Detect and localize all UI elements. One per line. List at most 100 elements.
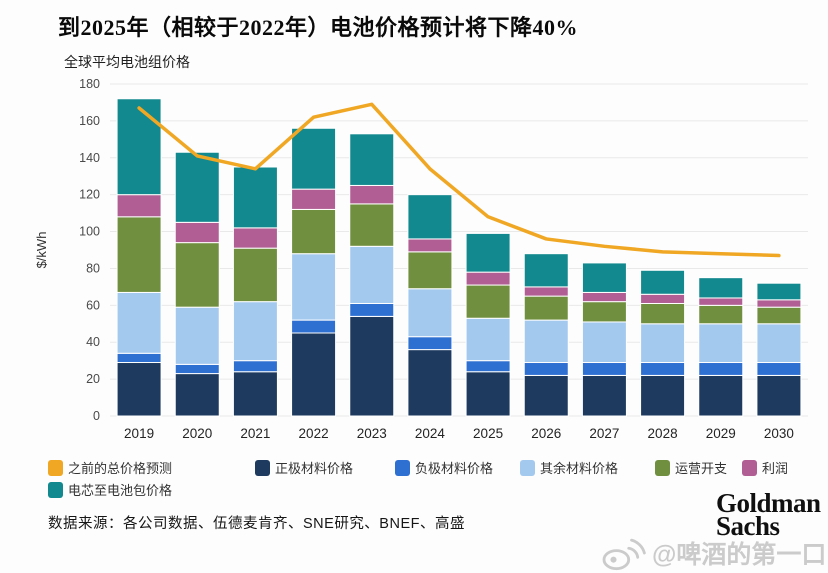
x-tick-label: 2029 — [706, 426, 736, 441]
legend-item: 利润 — [742, 458, 788, 477]
y-tick-label: 80 — [86, 261, 100, 275]
y-axis-label: $/kWh — [34, 232, 49, 269]
legend-swatch — [48, 481, 63, 498]
bar-segment — [640, 362, 686, 376]
legend-label: 之前的总价格预测 — [68, 461, 173, 476]
data-source-note: 数据来源：各公司数据、伍德麦肯齐、SNE研究、BNEF、高盛 — [48, 516, 465, 532]
bar-segment — [349, 302, 395, 317]
bar-segment — [756, 306, 802, 325]
legend-label: 其余材料价格 — [540, 461, 619, 476]
bar-segment — [698, 362, 744, 376]
bar-segment — [174, 306, 220, 365]
legend-swatch — [48, 459, 63, 476]
x-tick-label: 2030 — [764, 426, 794, 441]
bar-segment — [174, 151, 220, 223]
bar-segment — [640, 302, 686, 325]
legend-item: 正极材料价格 — [255, 458, 353, 477]
bar-segment — [523, 374, 569, 417]
x-tick-label: 2023 — [357, 426, 387, 441]
legend-swatch — [520, 459, 535, 476]
bar-segment — [349, 203, 395, 247]
x-tick-label: 2021 — [240, 426, 270, 441]
bar-segment — [349, 133, 395, 186]
bar-segment — [174, 242, 220, 308]
x-tick-label: 2026 — [531, 426, 561, 441]
legend-item: 运营开支 — [655, 458, 727, 477]
bar-segment — [756, 282, 802, 301]
bar-segment — [232, 301, 278, 362]
y-tick-label: 140 — [79, 151, 100, 165]
brand-line2: Sachs — [716, 510, 780, 541]
bar-segment — [232, 166, 278, 229]
chart-area: 0 20 40 60 80 100 120 140 160 180 $/kWh 2019 2020 202… — [30, 72, 822, 454]
y-tick-label: 180 — [79, 77, 100, 91]
bar-segment — [465, 232, 511, 273]
bar-segment — [232, 247, 278, 303]
bar-segment — [465, 284, 511, 319]
legend-label: 负极材料价格 — [415, 461, 494, 476]
bar-segment — [116, 352, 162, 364]
bar-segment — [581, 321, 627, 364]
bar-segment — [232, 360, 278, 373]
forecast-line — [137, 102, 781, 258]
bar-segment — [698, 323, 744, 364]
legend-swatch — [255, 459, 270, 476]
bar-segment — [581, 362, 627, 376]
bar-segment — [581, 374, 627, 417]
bar-segment — [407, 336, 453, 351]
bar-segment — [465, 360, 511, 373]
x-tick-label: 2020 — [182, 426, 212, 441]
x-tick-label: 2025 — [473, 426, 503, 441]
bar-segment — [116, 362, 162, 417]
x-tick-label: 2024 — [415, 426, 446, 441]
bar-segment — [407, 288, 453, 338]
bar-segment — [174, 363, 220, 375]
legend-item: 电芯至电池包价格 — [48, 480, 172, 499]
bar-segment — [407, 194, 453, 240]
watermark-text: @啤酒的第一口 — [652, 541, 827, 569]
bar-segment — [291, 332, 337, 417]
bar-segment — [640, 323, 686, 364]
x-tick-label: 2022 — [299, 426, 329, 441]
bar-segment — [407, 349, 453, 417]
bar-segment — [465, 271, 511, 286]
bar-segment — [465, 317, 511, 362]
bar-segment — [640, 293, 686, 304]
x-axis-labels: 2019 2020 2021 2022 2023 2024 2025 2026 2027 2028… — [124, 426, 794, 441]
y-tick-label: 120 — [79, 188, 100, 202]
bar-segment — [523, 319, 569, 364]
bar-segment — [174, 373, 220, 417]
bar-segment — [581, 291, 627, 303]
legend-label: 运营开支 — [675, 461, 728, 476]
chart-subtitle: 全球平均电池组价格 — [64, 54, 190, 70]
y-tick-label: 0 — [93, 409, 100, 423]
bar-segment — [640, 374, 686, 417]
bar-segment — [407, 251, 453, 290]
legend-swatch — [655, 459, 670, 476]
bar-segment — [698, 277, 744, 299]
goldman-sachs-logo: Goldman Sachs — [716, 488, 821, 541]
bar-segment — [756, 374, 802, 417]
y-tick-label: 160 — [79, 114, 100, 128]
page-title: 到2025年（相较于2022年）电池价格预计将下降40% — [58, 15, 579, 40]
bar-segment — [291, 208, 337, 255]
bar-segment — [232, 227, 278, 249]
bar-segment — [407, 238, 453, 253]
bars-group — [116, 98, 802, 417]
gridlines — [110, 83, 808, 417]
legend-label: 利润 — [762, 461, 789, 476]
x-tick-label: 2019 — [124, 426, 154, 441]
brand-line1: Goldman — [716, 488, 821, 518]
bar-segment — [581, 262, 627, 293]
weibo-watermark: @啤酒的第一口 — [600, 534, 826, 572]
x-tick-label: 2027 — [589, 426, 619, 441]
bar-segment — [698, 304, 744, 325]
chart-svg: 0 20 40 60 80 100 120 140 160 180 $/kWh 2019 2020 202… — [34, 77, 808, 441]
bar-segment — [291, 188, 337, 210]
legend-label: 电芯至电池包价格 — [68, 483, 173, 498]
bar-segment — [349, 245, 395, 304]
bar-segment — [116, 98, 162, 196]
bar-segment — [232, 371, 278, 417]
x-tick-label: 2028 — [648, 426, 678, 441]
